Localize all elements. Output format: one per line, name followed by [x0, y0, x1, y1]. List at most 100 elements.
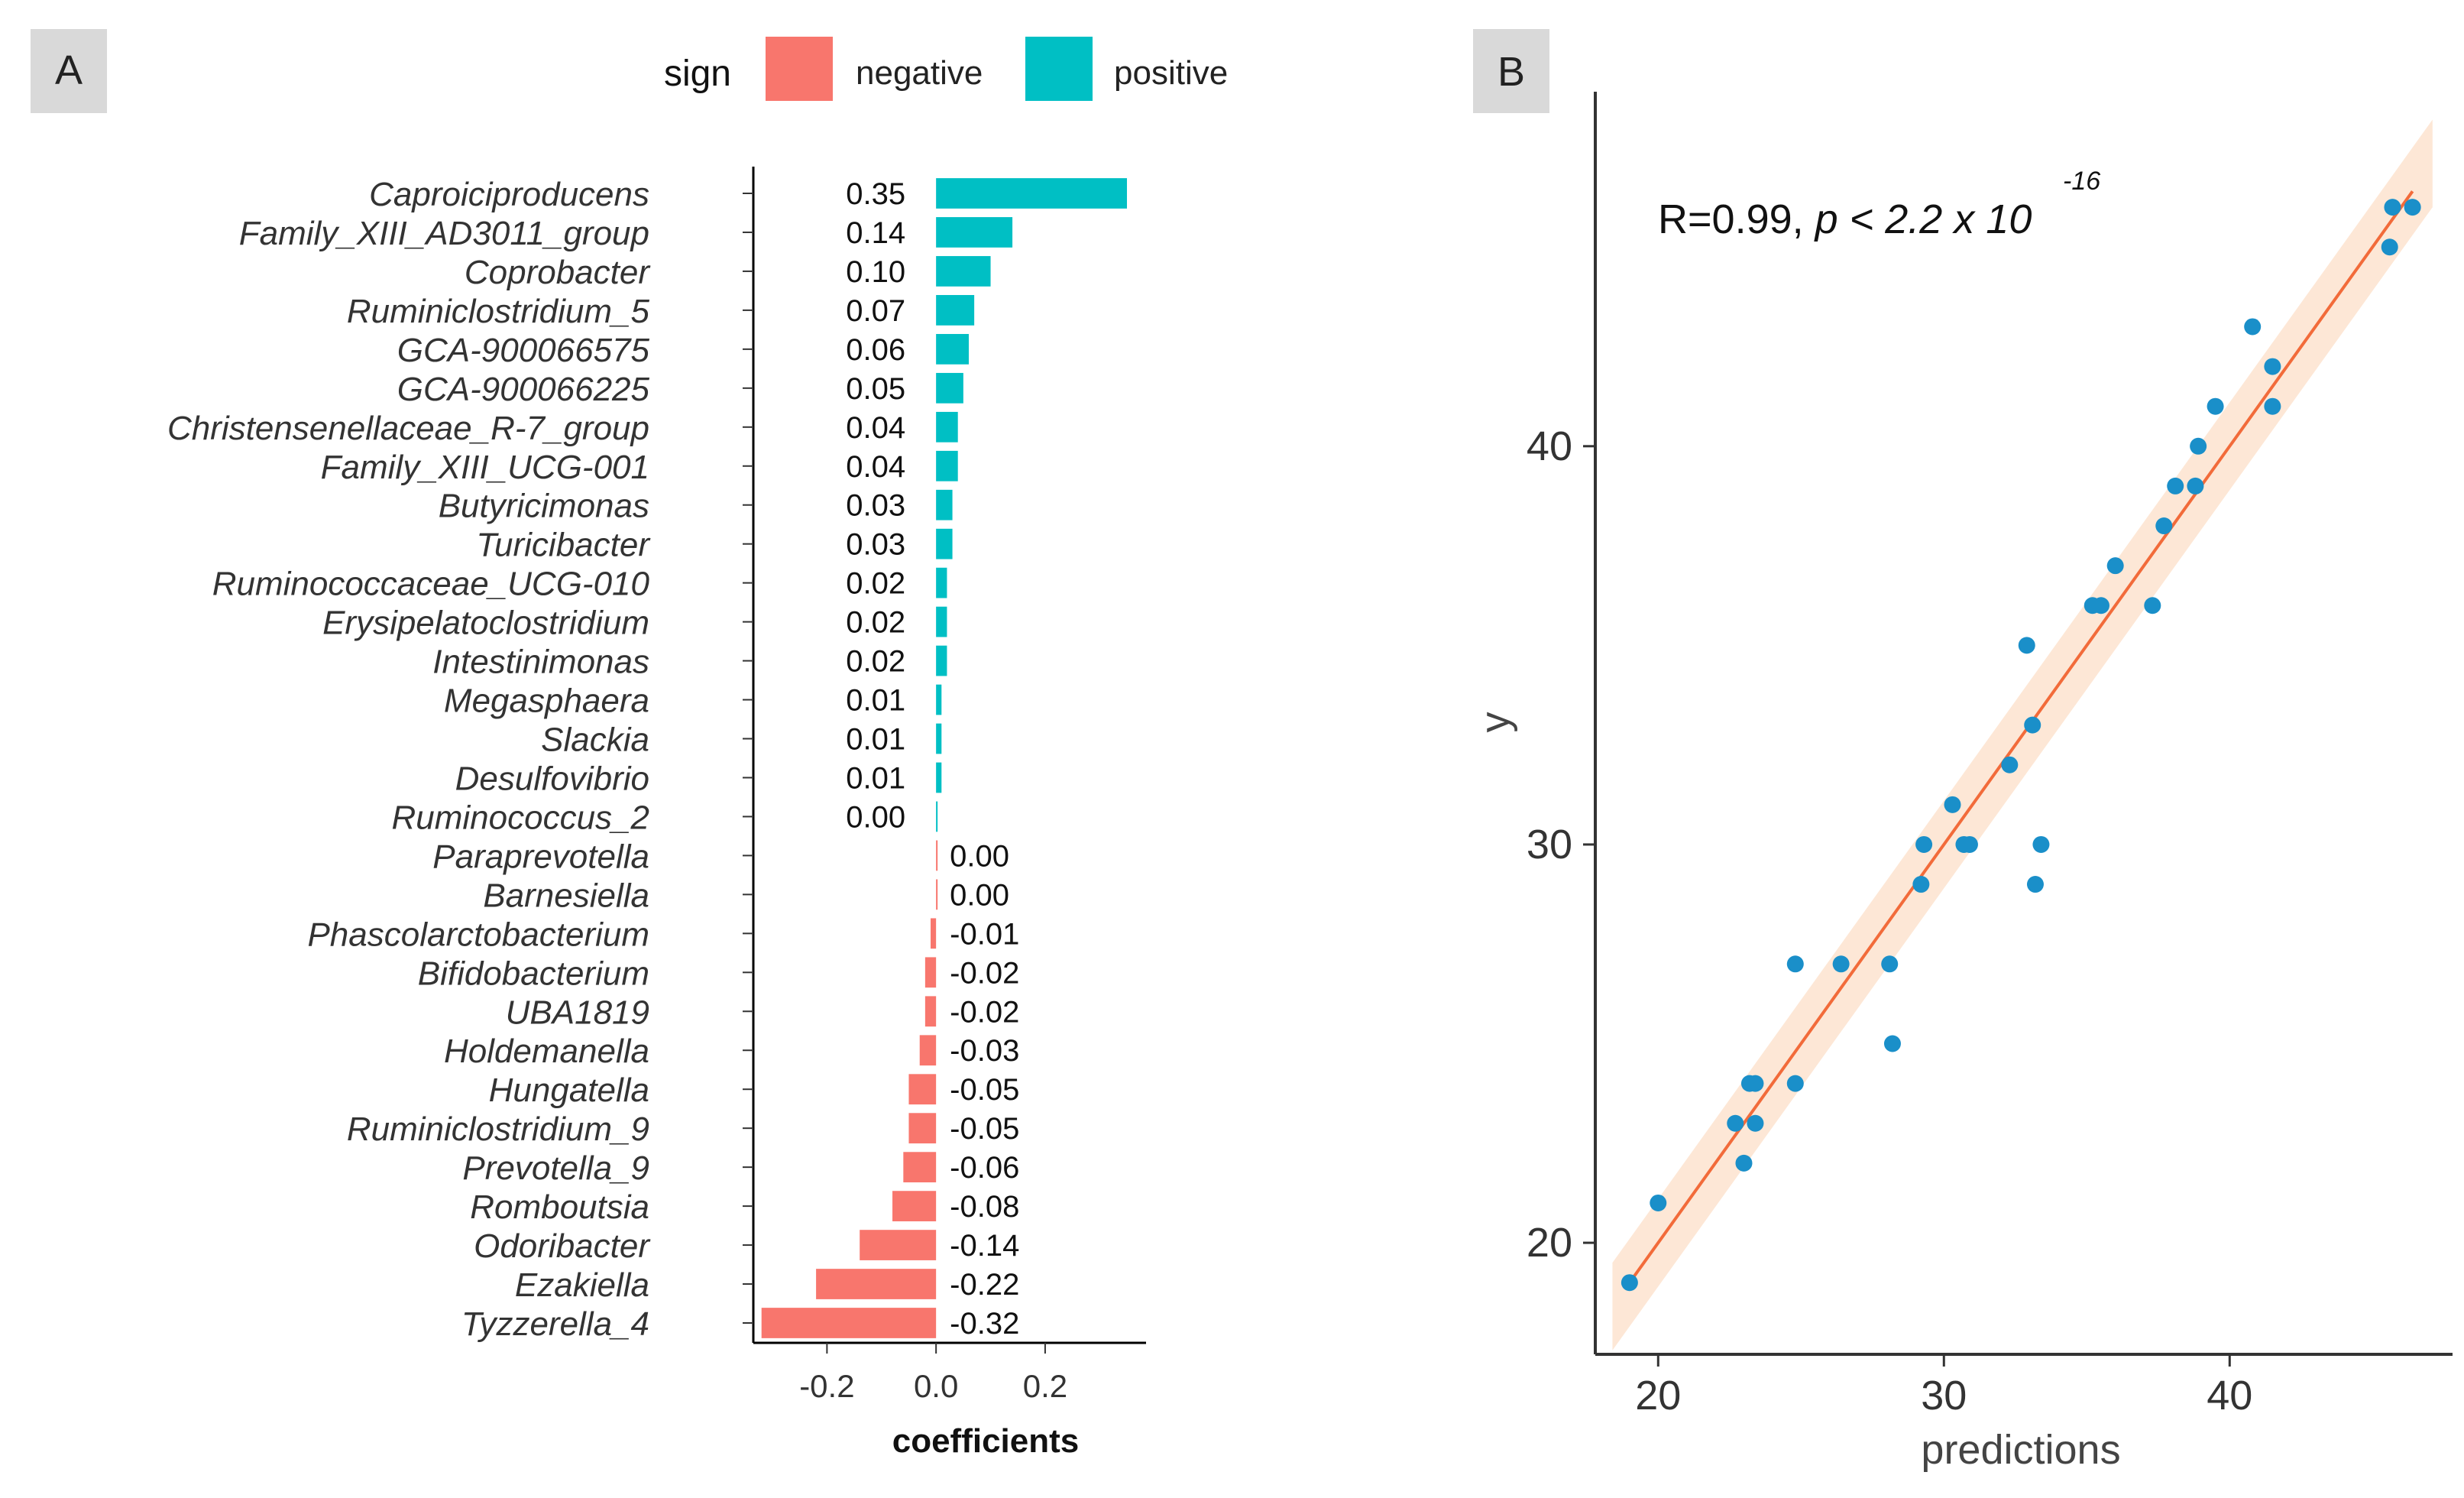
bar-Butyricimonas [936, 489, 953, 520]
category-label: Megasphaera [444, 683, 649, 720]
bar-marks [761, 178, 1128, 1338]
scatter-x-tick-label: 20 [1635, 1373, 1681, 1419]
scatter-point [1912, 876, 1930, 893]
scatter-point [2032, 835, 2050, 853]
scatter-points [1621, 199, 2421, 1292]
bar-value-labels: 0.35 0.14 0.10 0.07 0.06 0.05 0.04 0.04 0.03 0.03… [846, 177, 1019, 1341]
bar-Phascolarctobacterium [931, 918, 937, 949]
bar-x-tick-label: -0.2 [799, 1368, 854, 1404]
bar-Slackia [936, 723, 942, 754]
scatter-point [1915, 835, 1933, 853]
bar-value-label: -0.05 [950, 1073, 1019, 1107]
category-label: Turicibacter [476, 527, 651, 564]
category-label: Desulfovibrio [455, 760, 649, 797]
scatter-point [2018, 637, 2035, 654]
scatter-point [1786, 955, 1804, 973]
scatter-point [1650, 1194, 1667, 1211]
scatter-point [1747, 1075, 1764, 1092]
category-label: Intestinimonas [432, 644, 649, 681]
legend: sign negative positive [664, 37, 1228, 101]
bar-value-label: -0.03 [950, 1034, 1019, 1068]
scatter-point [2207, 397, 2224, 415]
bar-value-label: 0.00 [846, 800, 905, 834]
scatter-point [2264, 358, 2281, 375]
fit-line [1628, 190, 2414, 1284]
bar-value-label: 0.03 [846, 528, 905, 562]
bar-Romboutsia [892, 1191, 937, 1221]
scatter-point [2190, 437, 2207, 455]
bar-GCA-900066575 [936, 333, 969, 365]
bar-x-ticks: -0.2 0.0 0.2 [799, 1343, 1067, 1404]
panel-a-label-box [31, 29, 107, 113]
bar-Turicibacter [936, 528, 953, 559]
category-label: GCA-900066225 [397, 371, 650, 408]
bar-chart-axes [752, 167, 1146, 1344]
category-label: Bifidobacterium [418, 955, 649, 992]
bar-Family_XIII_AD3011_group [936, 217, 1013, 248]
scatter-point [2167, 477, 2184, 494]
scatter-point [2155, 517, 2173, 535]
scatter-point [2187, 477, 2204, 494]
category-label: Erysipelatoclostridium [322, 605, 649, 642]
scatter-y-ticks: 20 30 40 [1527, 423, 1595, 1266]
scatter-point [1883, 1035, 1901, 1052]
scatter-y-tick-label: 30 [1527, 822, 1572, 867]
bar-Caproiciproducens [936, 178, 1128, 209]
scatter-point [1735, 1154, 1753, 1172]
correlation-r-text: R=0.99, [1658, 196, 1815, 242]
scatter-point [1727, 1114, 1744, 1132]
bar-UBA1819 [924, 996, 937, 1027]
panel-a: A sign negative positive Caproiciproduce… [31, 29, 1228, 1460]
scatter-y-tick-label: 20 [1527, 1220, 1572, 1266]
bar-Bifidobacterium [924, 957, 937, 988]
category-label: Caproiciproducens [369, 176, 649, 213]
bar-value-label: -0.02 [950, 995, 1019, 1029]
scatter-point [1881, 955, 1899, 973]
scatter-point [1786, 1075, 1804, 1092]
scatter-point [1944, 796, 1961, 813]
bar-Ruminococcaceae_UCG-010 [936, 567, 947, 598]
category-label: Ezakiella [515, 1266, 649, 1304]
bar-value-label: 0.05 [846, 372, 905, 406]
bar-x-tick-label: 0.0 [914, 1368, 958, 1404]
scatter-point [1961, 835, 1978, 853]
category-label: Slackia [541, 721, 649, 759]
scatter-point [2264, 397, 2281, 415]
bar-Prevotella_9 [903, 1152, 937, 1183]
bar-value-label: 0.02 [846, 645, 905, 679]
bar-Odoribacter [860, 1230, 937, 1260]
bar-value-label: 0.01 [846, 684, 905, 718]
bar-value-label: -0.08 [950, 1190, 1019, 1224]
legend-swatch-positive [1025, 37, 1093, 101]
bar-value-label: 0.07 [846, 294, 905, 328]
category-label: GCA-900066575 [397, 332, 650, 369]
bar-value-label: 0.02 [846, 567, 905, 601]
bar-value-label: -0.02 [950, 956, 1019, 990]
bar-Coprobacter [936, 256, 991, 287]
scatter-point [2106, 557, 2124, 575]
scatter-y-tick-label: 40 [1527, 423, 1572, 469]
scatter-point [1832, 955, 1850, 973]
bar-value-label: 0.04 [846, 450, 905, 484]
bar-value-label: 0.03 [846, 489, 905, 523]
category-label: Butyricimonas [439, 488, 649, 525]
bar-Tyzzerella_4 [761, 1308, 937, 1338]
bar-value-label: 0.35 [846, 177, 905, 211]
bar-value-label: -0.14 [950, 1229, 1019, 1263]
scatter-point [2384, 199, 2401, 216]
bar-value-label: -0.06 [950, 1151, 1019, 1185]
category-label: Phascolarctobacterium [307, 916, 649, 953]
bar-Holdemanella [919, 1035, 937, 1066]
bar-value-label: 0.04 [846, 411, 905, 445]
category-label: Prevotella_9 [462, 1149, 649, 1187]
category-label: Holdemanella [444, 1033, 649, 1070]
correlation-annotation: R=0.99, p < 2.2 x 10 [1658, 196, 2032, 242]
category-label: Paraprevotella [432, 838, 649, 875]
bar-GCA-900066225 [936, 372, 963, 404]
correlation-p-exponent: -16 [2063, 167, 2100, 196]
scatter-y-axis-title: y [1472, 712, 1518, 733]
correlation-p-text: p < 2.2 x 10 [1814, 196, 2032, 242]
bar-Intestinimonas [936, 645, 947, 676]
